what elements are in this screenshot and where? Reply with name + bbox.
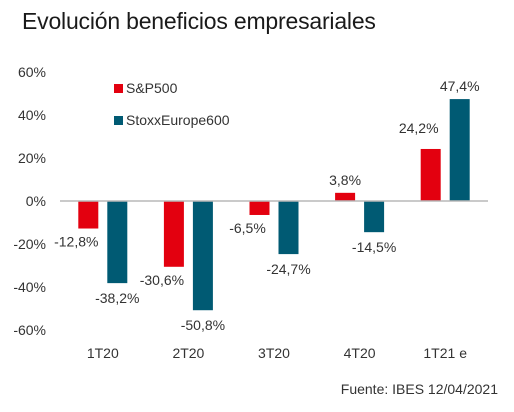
data-labels: -12,8% -38,2%-30,6% -50,8% -6,5% -24,7% 3,8% -… <box>54 78 479 333</box>
bar-stoxx-4 <box>449 99 470 201</box>
bar-sp500-4 <box>420 148 441 201</box>
data-label: -30,6% <box>140 272 184 288</box>
bar-stoxx-0 <box>107 201 128 284</box>
bar-sp500-0 <box>78 201 99 229</box>
bar-stoxx-1 <box>192 201 213 311</box>
legend: S&P500 StoxxEurope600 <box>114 80 230 128</box>
data-label: 24,2% <box>399 120 439 136</box>
x-tick-label: 4T20 <box>344 345 376 361</box>
x-tick-label: 3T20 <box>258 345 290 361</box>
bar-stoxx-2 <box>278 201 299 255</box>
data-label: -14,5% <box>352 239 396 255</box>
x-tick-label: 2T20 <box>172 345 204 361</box>
data-label: -6,5% <box>229 220 266 236</box>
source-note: Fuente: IBES 12/04/2021 <box>340 381 498 397</box>
x-tick-label: 1T20 <box>87 345 119 361</box>
legend-swatch <box>114 84 123 93</box>
legend-label: StoxxEurope600 <box>126 112 230 128</box>
bar-sp500-3 <box>335 192 356 201</box>
y-tick-label: 0% <box>26 193 46 209</box>
y-tick-label: -20% <box>13 236 46 252</box>
data-label: -12,8% <box>54 234 98 250</box>
legend-swatch <box>114 116 123 125</box>
data-label: 47,4% <box>440 78 480 94</box>
y-tick-label: 60% <box>18 64 46 80</box>
y-tick-label: -60% <box>13 322 46 338</box>
bar-stoxx-3 <box>364 201 385 233</box>
y-tick-label: -40% <box>13 279 46 295</box>
bar-sp500-2 <box>249 201 270 215</box>
y-tick-label: 20% <box>18 150 46 166</box>
y-axis: 60% 40% 20% 0% -20% -40% -60% <box>13 64 46 338</box>
chart-title: Evolución beneficios empresariales <box>22 8 376 34</box>
x-tick-label: 1T21 e <box>423 345 467 361</box>
data-label: 3,8% <box>329 172 361 188</box>
y-tick-label: 40% <box>18 107 46 123</box>
data-label: -24,7% <box>266 261 310 277</box>
data-label: -50,8% <box>181 317 225 333</box>
legend-label: S&P500 <box>126 80 178 96</box>
bar-sp500-1 <box>163 201 184 267</box>
bars <box>78 99 470 311</box>
x-axis: 1T20 2T20 3T20 4T20 1T21 e <box>87 345 467 361</box>
data-label: -38,2% <box>95 290 139 306</box>
